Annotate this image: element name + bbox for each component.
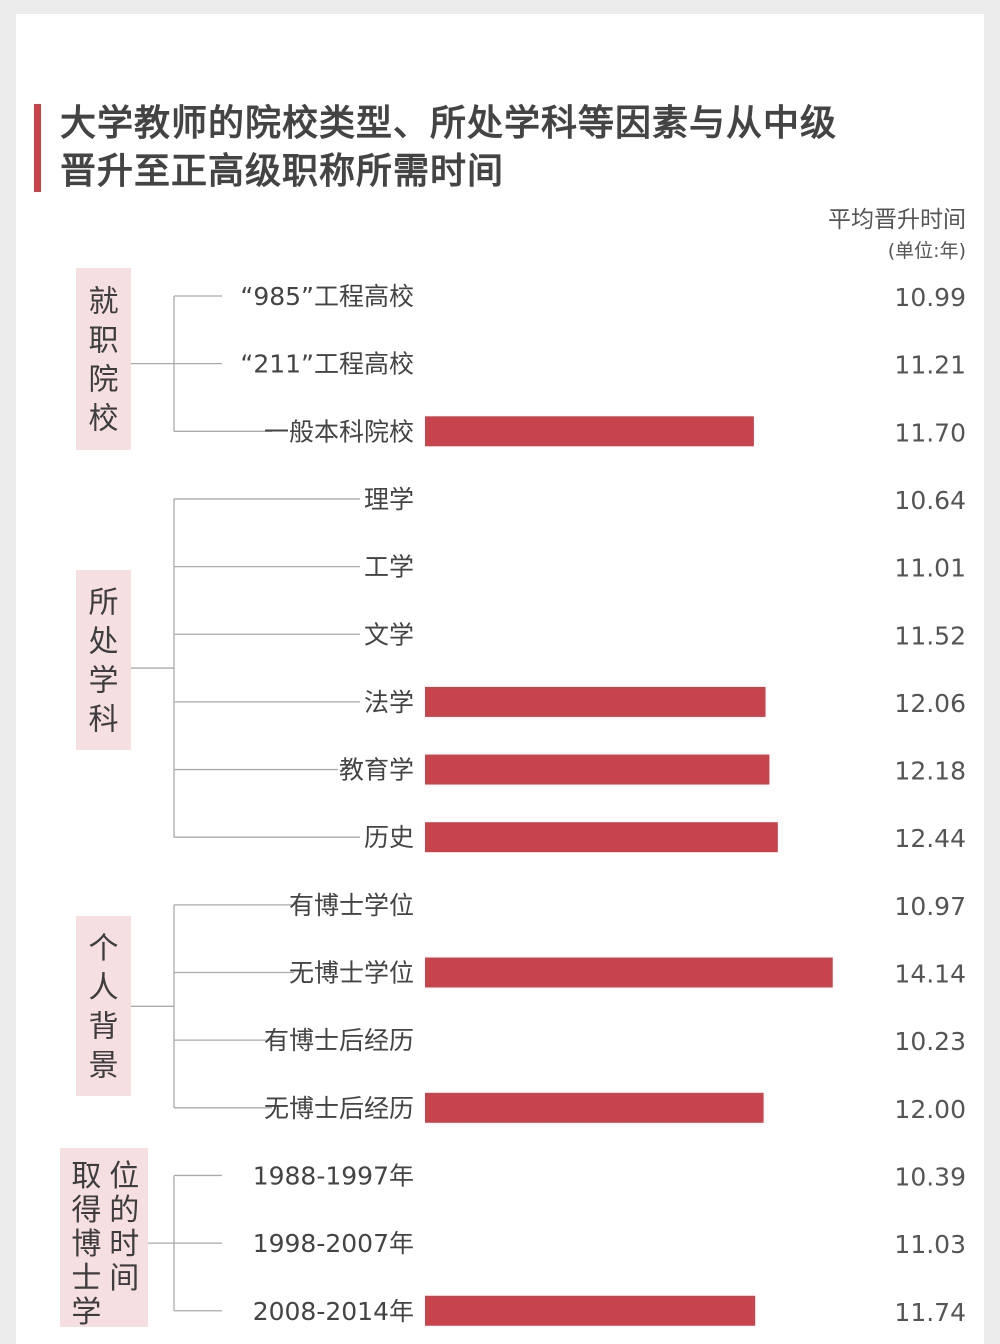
group-label-char: 人 (89, 971, 119, 1006)
group-label-char: 的 (109, 1193, 139, 1228)
value-label: 11.74 (894, 1298, 966, 1327)
group-label-char: 取 (71, 1159, 101, 1194)
chart-title-line-2: 晋升至正高级职称所需时间 (60, 151, 505, 192)
value-label: 12.00 (894, 1095, 966, 1124)
group-label-char: 景 (89, 1049, 119, 1084)
chart-title-line-1: 大学教师的院校类型、所处学科等因素与从中级 (60, 103, 838, 144)
category-label: 有博士学位 (289, 891, 414, 920)
value-label: 10.64 (894, 486, 966, 515)
title-accent-bar (34, 104, 41, 192)
value-label: 12.06 (894, 689, 966, 718)
group-label-char: 得 (71, 1193, 101, 1228)
group-label-char: 士 (71, 1261, 101, 1296)
category-label: 文学 (364, 620, 414, 649)
category-label: 法学 (364, 688, 414, 717)
bar (425, 822, 778, 853)
group-label-char: 所 (89, 586, 119, 621)
value-label: 10.39 (894, 1162, 966, 1191)
category-label: 无博士后经历 (264, 1094, 414, 1123)
bar (425, 1295, 756, 1326)
category-label: 教育学 (339, 756, 414, 785)
category-label: 理学 (364, 485, 414, 514)
category-label: 历史 (364, 823, 414, 852)
value-label: 10.99 (894, 283, 966, 312)
category-label: 无博士学位 (289, 959, 414, 988)
value-label: 11.52 (894, 621, 966, 650)
value-label: 11.70 (894, 418, 966, 447)
group-label-box (76, 570, 131, 750)
value-label: 11.03 (894, 1230, 966, 1259)
value-column-header: 平均晋升时间 (828, 207, 966, 233)
value-label: 11.01 (894, 554, 966, 583)
bar (425, 416, 754, 447)
bar (425, 957, 833, 988)
bar (425, 686, 766, 717)
category-label: “211”工程高校 (240, 350, 414, 379)
bar (425, 1092, 764, 1123)
value-label: 10.23 (894, 1027, 966, 1056)
category-label: 工学 (364, 553, 414, 582)
group-label-char: 职 (89, 324, 119, 359)
value-label: 11.21 (894, 351, 966, 380)
group-label-box (76, 916, 131, 1096)
group-label-box (76, 268, 131, 450)
group-label-char: 就 (89, 285, 119, 320)
value-label: 12.18 (894, 757, 966, 786)
group-label-char: 位 (109, 1159, 139, 1194)
group-label-char: 间 (109, 1261, 139, 1296)
group-label-char: 院 (89, 363, 119, 398)
group-label-char: 校 (89, 402, 119, 437)
value-label: 10.97 (894, 892, 966, 921)
group-label-box (60, 1148, 148, 1327)
group-label-char: 学 (71, 1295, 101, 1327)
group-label-char: 科 (89, 703, 119, 738)
bar (425, 754, 770, 785)
value-label: 12.44 (894, 824, 966, 853)
value-label: 14.14 (894, 960, 966, 989)
group-label-char: 学 (89, 664, 119, 699)
category-label: 1998-2007年 (253, 1229, 414, 1258)
group-label-char: 背 (89, 1010, 119, 1045)
category-label: 1988-1997年 (253, 1161, 414, 1190)
category-label: “985”工程高校 (240, 282, 414, 311)
group-label-char: 博 (71, 1227, 101, 1262)
group-label-char: 个 (89, 932, 119, 967)
category-label: 2008-2014年 (253, 1297, 414, 1326)
category-label: 一般本科院校 (264, 417, 414, 446)
value-unit-label: (单位:年) (887, 240, 966, 262)
category-label: 有博士后经历 (264, 1026, 414, 1055)
group-label-char: 时 (109, 1227, 139, 1262)
group-label-char: 处 (89, 625, 119, 660)
